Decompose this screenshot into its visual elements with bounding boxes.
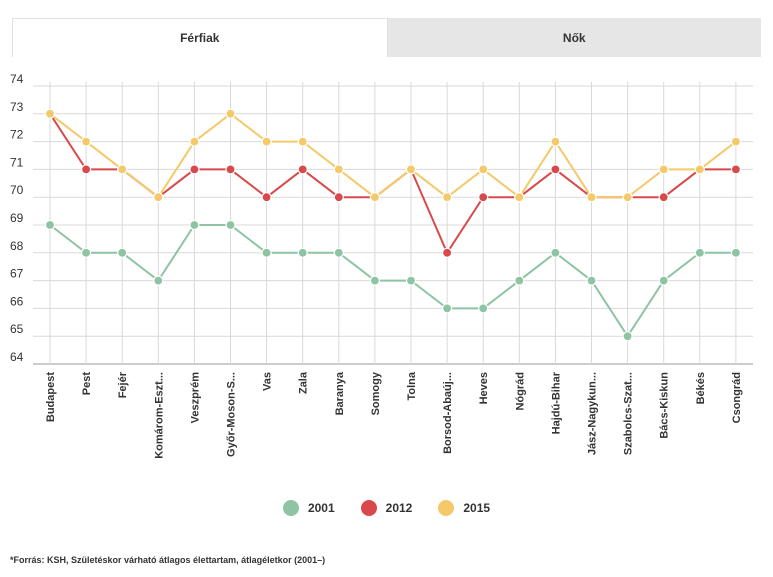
data-point-2012 [730, 164, 742, 175]
data-point-2001 [586, 275, 597, 286]
legend-label-2012: 2012 [385, 501, 413, 515]
x-tick-label: Nógrád [514, 372, 526, 411]
x-tick-label: Tolna [406, 371, 418, 400]
data-point-2015 [80, 136, 92, 147]
data-point-2001 [514, 275, 525, 286]
data-point-2015 [658, 164, 669, 175]
data-point-2015 [261, 136, 272, 147]
chart-legend: 2001 2012 2015 [0, 500, 773, 516]
data-point-2001 [80, 247, 92, 258]
y-tick-label: 70 [10, 183, 24, 197]
y-tick-label: 66 [10, 294, 24, 308]
data-point-2001 [730, 247, 742, 258]
data-point-2001 [442, 303, 453, 314]
x-tick-label: Borsod-Abaúj... [442, 372, 454, 454]
x-tick-label: Komárom-Eszt... [153, 372, 165, 459]
y-tick-label: 73 [10, 100, 24, 114]
data-point-2001 [153, 275, 164, 286]
x-tick-label: Budapest [45, 372, 57, 422]
data-point-2012 [658, 192, 669, 203]
data-point-2015 [405, 164, 417, 175]
data-point-2012 [442, 247, 453, 258]
data-point-2001 [261, 247, 272, 258]
x-tick-label: Heves [478, 372, 490, 404]
x-tick-label: Szabolcs-Szat... [623, 372, 635, 455]
data-point-2015 [333, 164, 344, 175]
gender-tabs: Férfiak Nők [12, 18, 761, 57]
data-point-2015 [622, 192, 633, 203]
x-tick-label: Baranya [334, 371, 346, 415]
data-point-2001 [478, 303, 489, 314]
y-tick-label: 69 [10, 211, 24, 225]
data-point-2015 [44, 108, 56, 119]
data-point-2012 [225, 164, 236, 175]
y-tick-label: 68 [10, 239, 24, 253]
legend-item-2012[interactable]: 2012 [360, 500, 413, 516]
data-point-2012 [189, 164, 200, 175]
legend-label-2015: 2015 [463, 501, 491, 515]
y-tick-label: 71 [10, 155, 24, 169]
y-tick-label: 67 [10, 267, 24, 281]
x-tick-label: Somogy [370, 371, 382, 415]
series-line-2015 [49, 112, 737, 199]
data-point-2015 [153, 192, 164, 203]
legend-label-2001: 2001 [307, 501, 335, 515]
legend-item-2015[interactable]: 2015 [438, 500, 490, 516]
data-point-2015 [694, 164, 705, 175]
data-point-2001 [117, 247, 128, 258]
x-tick-label: Fejér [117, 371, 129, 398]
x-tick-label: Csongrád [731, 372, 743, 423]
data-point-2015 [369, 192, 380, 203]
data-point-2012 [478, 192, 489, 203]
data-point-2015 [550, 136, 561, 147]
tab-ferfiak[interactable]: Férfiak [12, 18, 388, 57]
x-tick-label: Győr-Moson-S... [226, 372, 238, 457]
data-point-2015 [442, 192, 453, 203]
data-point-2015 [730, 136, 742, 147]
data-point-2001 [44, 219, 56, 231]
data-point-2012 [80, 164, 92, 175]
x-tick-label: Bács-Kiskun [659, 372, 671, 439]
source-footnote: *Forrás: KSH, Születéskor várható átlago… [10, 555, 326, 565]
life-expectancy-chart: 74 73 72 71 70 69 68 67 66 65 64 Budapest Pest Fejér K… [10, 72, 753, 459]
data-point-2001 [225, 219, 236, 231]
x-tick-label: Zala [298, 371, 310, 394]
x-tick-label: Hajdú-Bihar [550, 371, 562, 434]
series-line-2001 [49, 224, 736, 339]
data-point-2015 [514, 192, 525, 203]
x-tick-label: Jász-Nagykun... [587, 372, 599, 455]
data-point-2012 [261, 192, 272, 203]
y-tick-label: 65 [10, 322, 24, 336]
data-point-2015 [586, 192, 597, 203]
data-point-2001 [333, 247, 344, 258]
y-tick-label: 64 [10, 350, 24, 364]
data-point-2001 [405, 275, 417, 286]
x-tick-label: Békés [695, 372, 707, 404]
data-point-2001 [658, 275, 669, 286]
data-point-2012 [333, 192, 344, 203]
data-point-2015 [297, 136, 308, 147]
data-point-2012 [550, 164, 561, 175]
legend-dot-2001 [282, 500, 299, 516]
data-point-2001 [694, 247, 705, 258]
data-point-2001 [369, 275, 380, 286]
data-point-2001 [550, 247, 561, 258]
x-tick-label: Pest [81, 372, 93, 396]
data-point-2015 [117, 164, 128, 175]
data-point-2015 [478, 164, 489, 175]
data-point-2012 [297, 164, 308, 175]
data-point-2001 [189, 219, 200, 231]
y-tick-label: 74 [10, 72, 24, 86]
data-point-2001 [297, 247, 308, 258]
legend-dot-2012 [360, 500, 377, 516]
y-tick-label: 72 [10, 128, 24, 142]
legend-item-2001[interactable]: 2001 [282, 500, 335, 516]
tab-nok[interactable]: Nők [387, 18, 761, 57]
x-tick-label: Vas [262, 372, 274, 391]
data-point-2001 [622, 331, 633, 342]
x-tick-label: Veszprém [189, 372, 201, 424]
data-point-2015 [225, 108, 236, 119]
legend-dot-2015 [438, 500, 455, 516]
data-point-2015 [189, 136, 200, 147]
